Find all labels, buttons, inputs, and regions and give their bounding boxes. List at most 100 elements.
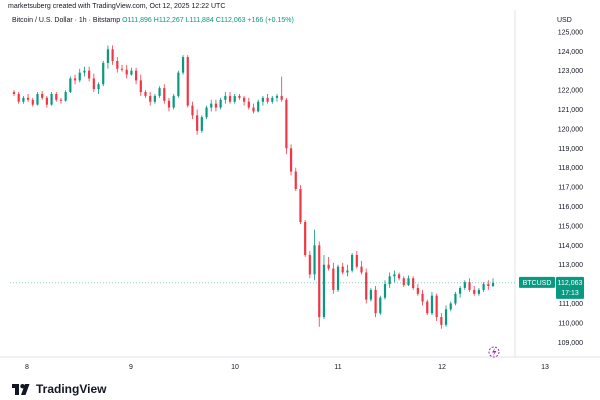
price-tag-countdown: 17:13 [561,290,579,297]
price-tick-label: 120,000 [558,126,583,133]
candle-body [139,80,142,93]
candle-body [97,84,100,90]
candle-body [397,274,401,279]
candle-body [351,254,354,271]
candle-body [336,266,340,290]
candle-body [252,107,255,112]
time-tick-label: 11 [334,364,341,371]
ohlc-close: C112,063 [215,17,246,24]
price-tick-label: 118,000 [558,165,583,172]
currency-label[interactable]: USD [557,17,572,24]
candle-body [449,303,452,310]
price-tick-label: 109,000 [558,340,583,347]
candle-body [402,278,405,286]
candle-body [45,97,48,105]
ohlc-open: O111,896 [122,17,152,24]
candle-body [332,268,335,290]
candle-body [181,57,185,73]
candle-body [17,93,20,102]
candle-body [482,284,485,290]
candle-body [365,272,368,300]
candle-body [261,97,264,102]
candle-body [158,88,161,96]
candle-body [374,289,377,314]
candle-body [318,245,321,318]
symbol-name[interactable]: Bitcoin / U.S. Dollar · 1h · Bitstamp [12,17,121,24]
price-tick-label: 122,000 [558,88,583,95]
candle-body [111,49,114,61]
candle-body [59,99,63,101]
candle-body [294,171,297,190]
price-tick-label: 114,000 [558,243,583,250]
candle-body [487,284,490,287]
candle-body [477,289,481,294]
candle-body [247,101,250,108]
candle-body [383,284,387,298]
time-tick-label: 12 [438,364,446,371]
candle-body [191,105,194,116]
price-tick-label: 113,000 [558,262,583,269]
lightning-icon-ring [488,346,500,358]
candle-body [266,97,269,102]
price-tag-value: 112,063 [558,280,583,287]
price-tick-label: 110,000 [558,320,583,327]
candle-body [459,287,462,294]
price-axis: 109,000110,000111,000112,000113,000114,0… [558,29,583,346]
candle-body [435,295,438,318]
candle-body [304,222,307,255]
candle-body [444,309,448,325]
candle-body [233,95,236,102]
price-tick-label: 124,000 [558,49,583,56]
candle-body [130,70,133,75]
candle-body [327,264,330,269]
candle-body [463,282,466,288]
candle-body [22,97,25,102]
candle-body [92,78,95,90]
chart-attribution: marketsuberg created with TradingView.co… [8,3,226,10]
candle-body [426,301,429,314]
candle-body [167,100,171,108]
candle-body [257,101,260,112]
last-price-tag: BTCUSD 112,063 17:13 [10,276,584,299]
candle-body [430,295,434,314]
candle-body [163,88,166,101]
ohlc-high: H112,267 [153,17,184,24]
ohlc-change: +166 (+0.15%) [247,17,294,24]
candle-body [388,276,391,285]
candle-body [64,92,67,101]
candle-body [313,245,316,275]
candle-body [26,97,30,100]
ticker-tag-label: BTCUSD [523,280,552,287]
candle-body [12,92,16,94]
candle-body [280,95,283,100]
price-tick-label: 115,000 [558,223,583,230]
time-tick-label: 10 [231,364,239,371]
candle-body [144,92,147,96]
time-tick-label: 9 [129,364,133,371]
candle-body [41,93,44,98]
candle-body [186,57,189,106]
candle-body [285,99,288,149]
candle-body [73,78,77,81]
time-tick-label: 13 [541,364,549,371]
candle-body [468,282,471,290]
candle-body [473,289,476,294]
price-tick-label: 111,000 [559,301,583,308]
price-tick-label: 119,000 [558,146,583,153]
candle-body [83,70,86,73]
candle-body [200,117,203,131]
candle-body [228,95,232,102]
candle-body [322,264,326,318]
candle-body [177,72,180,96]
ohlc-low: L111,884 [185,17,214,24]
candle-body [210,103,213,108]
candle-body [355,254,358,267]
candle-body [393,274,396,277]
candle-body [360,266,363,273]
candle-body [214,103,218,108]
tradingview-logo: TradingView [12,382,106,396]
lightning-icon[interactable] [488,346,500,358]
candle-body [125,69,128,75]
candle-body [196,115,199,131]
